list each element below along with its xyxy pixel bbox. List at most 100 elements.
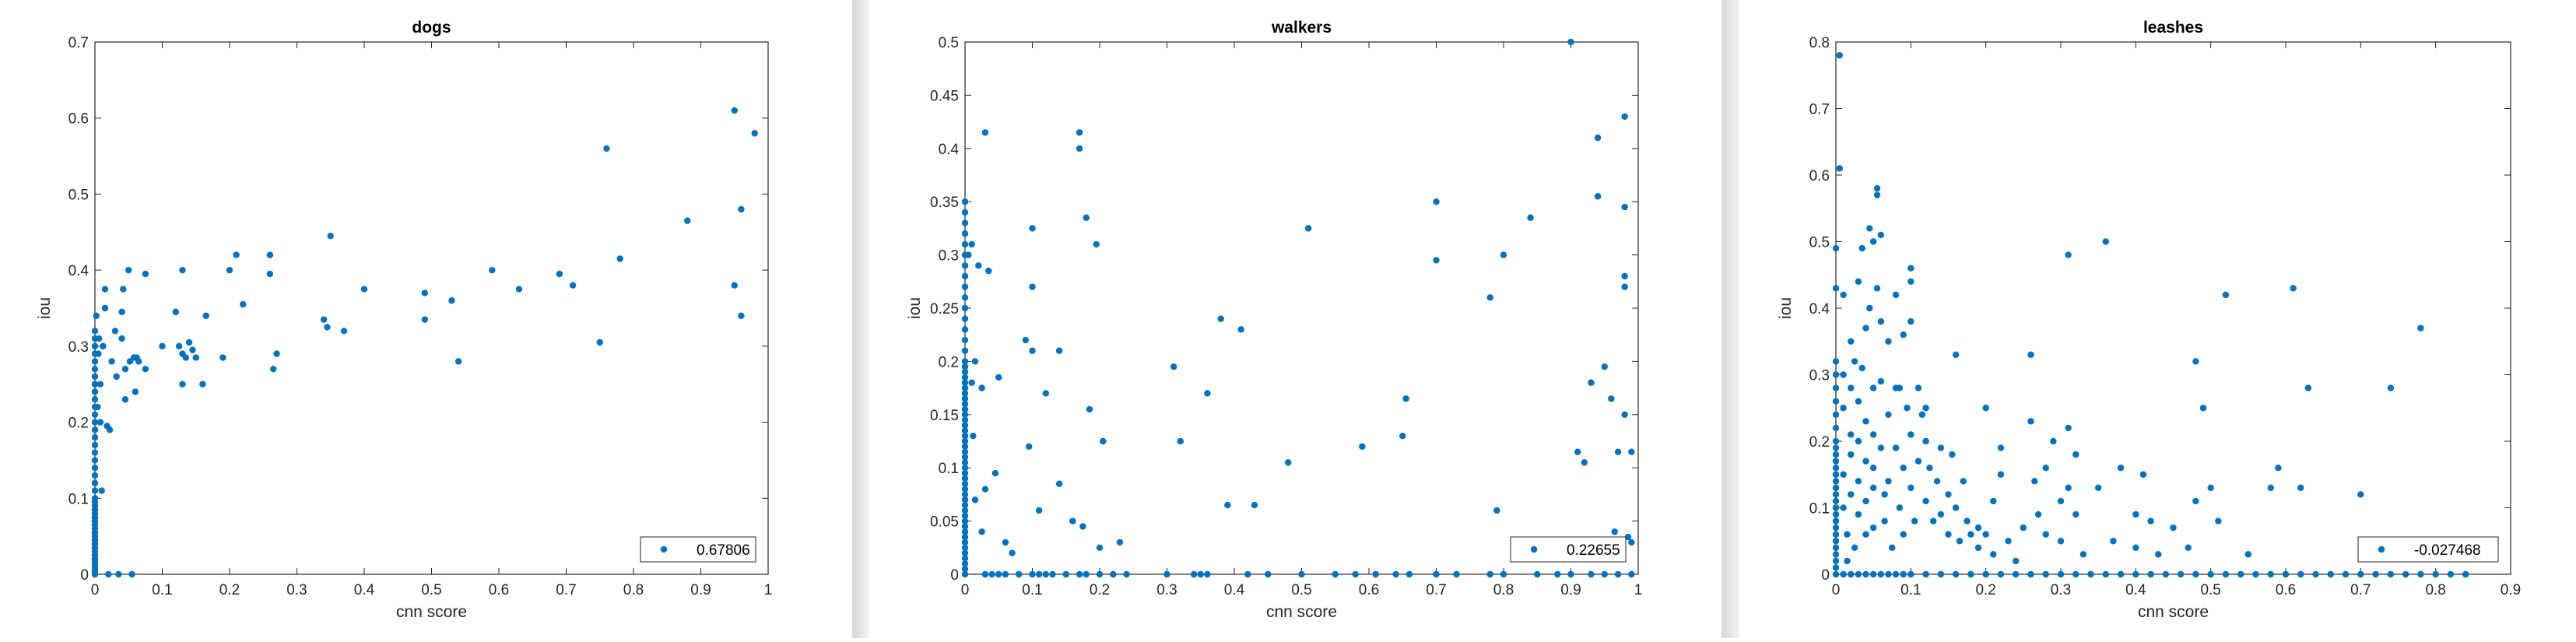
data-point bbox=[360, 286, 368, 293]
data-point bbox=[961, 480, 969, 487]
data-point bbox=[2132, 570, 2139, 578]
y-tick-label: 0.4 bbox=[1809, 301, 1830, 317]
data-point bbox=[91, 358, 99, 365]
data-point bbox=[1832, 437, 1840, 445]
data-point bbox=[91, 411, 99, 418]
data-point bbox=[1399, 432, 1406, 440]
data-point bbox=[1877, 444, 1884, 451]
data-point bbox=[91, 328, 99, 335]
data-point bbox=[731, 282, 738, 289]
data-point bbox=[1832, 371, 1840, 378]
data-point bbox=[1885, 338, 1892, 345]
data-point bbox=[961, 491, 969, 498]
data-point bbox=[1832, 531, 1840, 538]
data-point bbox=[202, 312, 209, 319]
data-point bbox=[978, 384, 985, 391]
data-point bbox=[1990, 497, 1997, 505]
y-tick-label: 0.6 bbox=[1809, 168, 1830, 184]
data-point bbox=[961, 304, 969, 312]
data-point bbox=[121, 396, 129, 403]
data-point bbox=[1079, 523, 1086, 530]
data-point bbox=[120, 286, 127, 293]
data-point bbox=[961, 427, 969, 434]
y-tick-label: 0 bbox=[1821, 567, 1830, 584]
data-point bbox=[1907, 265, 1914, 272]
legend-box bbox=[640, 536, 756, 563]
data-point bbox=[1889, 544, 1896, 551]
x-tick-label: 0.5 bbox=[421, 582, 441, 598]
y-tick-label: 0.2 bbox=[939, 354, 959, 370]
data-point bbox=[1869, 384, 1877, 391]
data-point bbox=[179, 266, 186, 274]
data-point bbox=[1892, 570, 1900, 578]
data-point bbox=[2222, 291, 2230, 299]
data-point bbox=[2357, 491, 2364, 498]
data-point bbox=[1964, 517, 1971, 524]
data-point bbox=[91, 487, 99, 494]
data-point bbox=[1096, 570, 1104, 578]
data-point bbox=[95, 350, 102, 357]
data-point bbox=[1922, 570, 1929, 578]
data-point bbox=[2185, 544, 2192, 551]
data-point bbox=[1352, 570, 1359, 578]
data-point bbox=[1029, 283, 1036, 290]
data-point bbox=[1372, 570, 1379, 578]
data-point bbox=[961, 390, 969, 397]
data-point bbox=[118, 308, 125, 316]
data-point bbox=[1554, 570, 1561, 578]
data-point bbox=[1832, 424, 1840, 432]
data-point bbox=[226, 266, 233, 274]
data-point bbox=[1990, 551, 1997, 558]
x-tick-label: 0.1 bbox=[1900, 582, 1921, 598]
data-point bbox=[961, 395, 969, 402]
data-point bbox=[2417, 570, 2424, 578]
data-point bbox=[1869, 484, 1877, 492]
data-point bbox=[320, 316, 328, 323]
x-tick-label: 0.7 bbox=[2350, 582, 2371, 598]
data-point bbox=[1285, 459, 1292, 466]
data-point bbox=[1086, 405, 1093, 413]
x-axis-label: cnn score bbox=[1266, 603, 1337, 621]
data-point bbox=[961, 400, 969, 408]
data-point bbox=[1433, 257, 1440, 264]
data-point bbox=[1851, 358, 1858, 365]
data-point bbox=[2215, 517, 2222, 524]
data-point bbox=[2027, 418, 2034, 425]
data-point bbox=[961, 374, 969, 381]
data-point bbox=[2094, 484, 2102, 492]
data-point bbox=[961, 459, 969, 466]
data-point bbox=[1881, 491, 1888, 498]
data-point bbox=[1022, 336, 1030, 344]
data-point bbox=[2102, 238, 2109, 245]
data-point bbox=[1967, 531, 1974, 538]
data-point bbox=[1624, 533, 1632, 541]
data-point bbox=[97, 381, 104, 388]
data-point bbox=[1877, 377, 1884, 385]
data-point bbox=[1832, 444, 1840, 451]
data-point bbox=[965, 251, 972, 258]
data-point bbox=[2072, 570, 2079, 578]
data-point bbox=[2031, 478, 2038, 485]
x-tick-label: 0.5 bbox=[2200, 582, 2220, 598]
data-point bbox=[2327, 570, 2334, 578]
data-point bbox=[961, 555, 969, 562]
data-point bbox=[1933, 478, 1941, 485]
data-point bbox=[132, 388, 139, 395]
data-point bbox=[1855, 478, 1862, 485]
data-point bbox=[961, 315, 969, 322]
data-point bbox=[1500, 570, 1507, 578]
data-point bbox=[101, 304, 109, 312]
data-point bbox=[961, 469, 969, 477]
data-point bbox=[2207, 484, 2214, 492]
data-point bbox=[1997, 444, 2005, 451]
data-point bbox=[1952, 504, 1960, 511]
data-point bbox=[2027, 351, 2034, 359]
data-point bbox=[2267, 484, 2274, 492]
data-point bbox=[93, 312, 100, 319]
data-point bbox=[961, 379, 969, 386]
data-point bbox=[113, 373, 120, 381]
data-point bbox=[1848, 431, 1855, 438]
data-point bbox=[2447, 570, 2455, 578]
data-point bbox=[2072, 510, 2079, 518]
data-point bbox=[91, 396, 99, 403]
